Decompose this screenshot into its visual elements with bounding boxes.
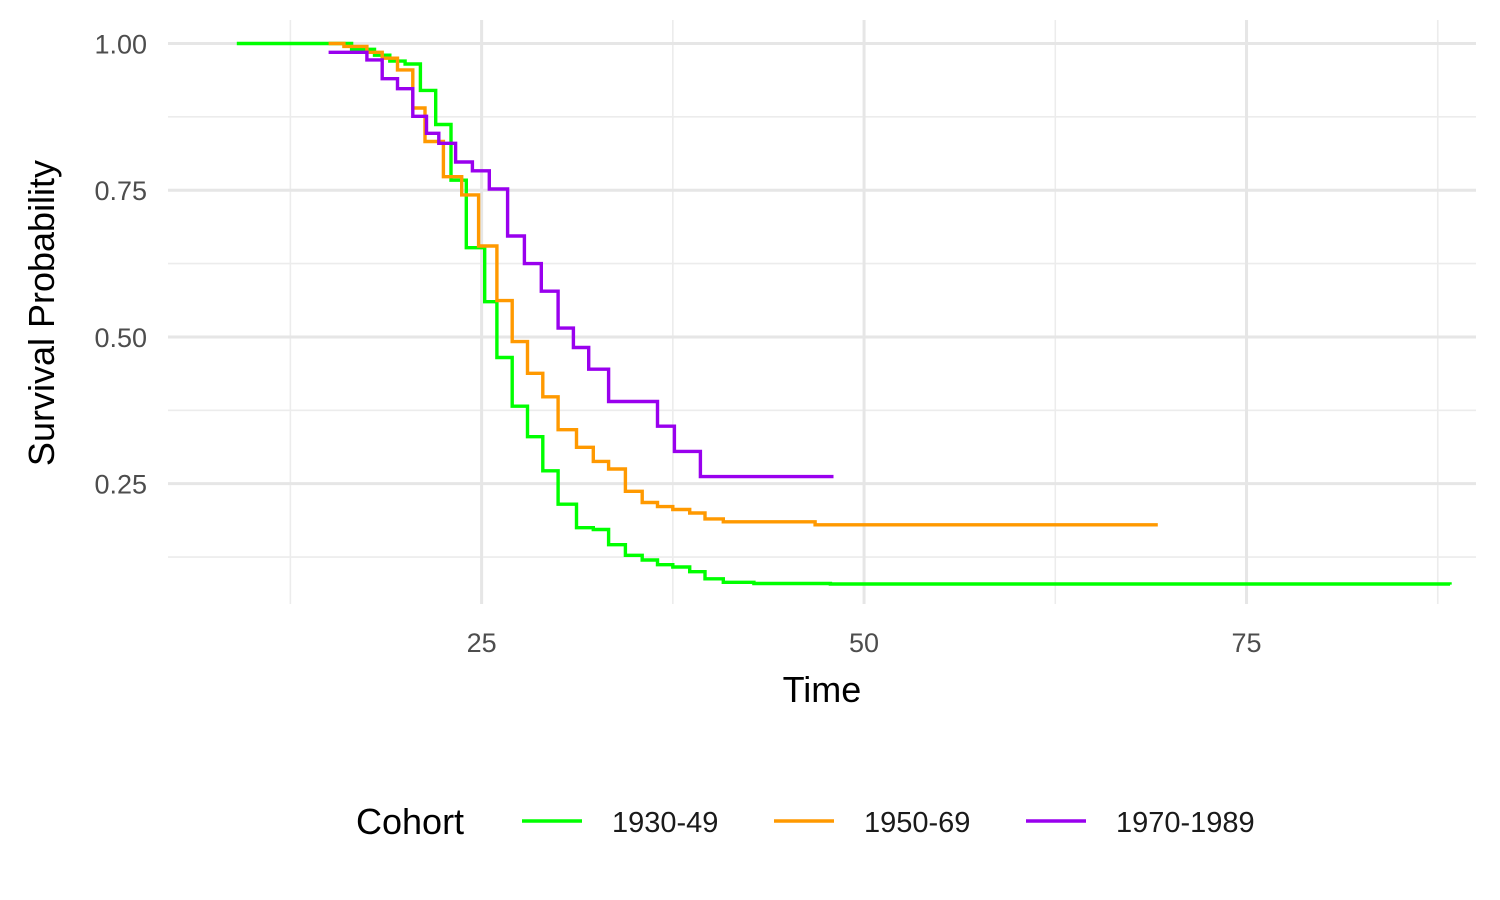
x-tick-label: 75: [1232, 628, 1262, 658]
x-axis-title: Time: [783, 669, 862, 710]
legend: Cohort 1930-49 1950-69 1970-1989: [356, 801, 1255, 842]
major-gridlines: [168, 20, 1476, 604]
legend-label-1930-49: 1930-49: [612, 807, 718, 839]
series-line-1970-1989: [328, 50, 834, 479]
series-line-1930-49: [236, 41, 1452, 586]
legend-title: Cohort: [356, 801, 464, 842]
y-tick-label: 0.25: [94, 470, 147, 500]
x-tick-label: 25: [467, 628, 497, 658]
y-tick-label: 1.00: [94, 29, 147, 59]
x-tick-label: 50: [849, 628, 879, 658]
legend-label-1970-1989: 1970-1989: [1116, 807, 1255, 839]
series-lines: [236, 41, 1452, 586]
minor-gridlines: [168, 20, 1476, 604]
y-tick-label: 0.50: [94, 323, 147, 353]
legend-label-1950-69: 1950-69: [864, 807, 970, 839]
tick-labels: 25 50 75 0.25 0.50 0.75 1.00: [94, 29, 1261, 658]
series-line-1950-69: [328, 41, 1158, 527]
y-axis-title: Survival Probability: [21, 160, 62, 466]
y-tick-label: 0.75: [94, 176, 147, 206]
